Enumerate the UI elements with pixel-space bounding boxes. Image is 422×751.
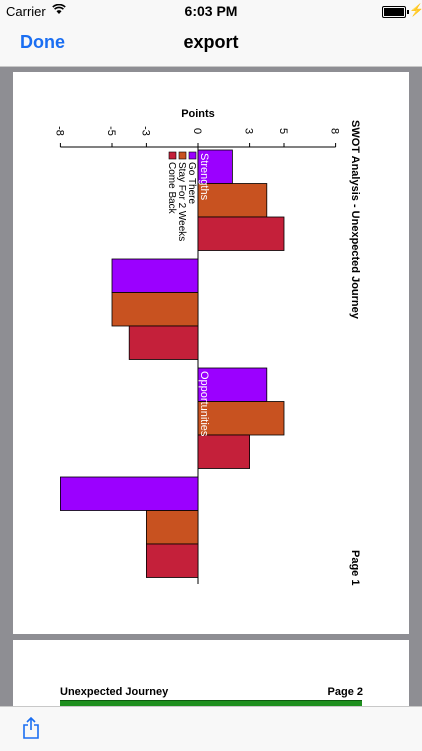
carrier-label: Carrier	[6, 4, 46, 19]
tick-label: -5	[105, 126, 117, 136]
page2-number-label: Page 2	[327, 686, 363, 698]
battery-icon	[382, 6, 409, 18]
charging-icon: ⚡	[409, 3, 422, 17]
page2-header-bar	[60, 700, 362, 711]
legend-swatch	[168, 151, 177, 160]
tick-label: 0	[191, 128, 203, 134]
share-icon[interactable]	[22, 717, 40, 739]
legend-swatch	[188, 151, 197, 160]
category-label: Strengths	[198, 153, 210, 201]
chart-bar	[60, 476, 199, 511]
chart-bar	[197, 434, 250, 469]
chart-bar	[111, 258, 199, 293]
legend-entry: Go There	[186, 162, 197, 204]
tick-label: 3	[243, 128, 255, 134]
status-bar: Carrier 6:03 PM ⚡	[0, 0, 422, 22]
category-label: Weaknesses	[198, 262, 210, 325]
chart-title: SWOT Analysis - Unexpected Journey	[349, 120, 361, 320]
legend-entry: Come Back	[166, 162, 177, 215]
legend-entry: Stay For 2 Weeks	[176, 162, 187, 241]
axis-title: Points	[181, 108, 215, 120]
chart-bar	[145, 543, 199, 578]
chart-bar	[197, 216, 285, 251]
wifi-icon	[52, 4, 66, 14]
legend-swatch	[178, 151, 187, 160]
chart-bar	[197, 149, 233, 184]
tick-label: 8	[329, 128, 341, 134]
export-page-2: Unexpected Journey Page 2	[13, 640, 409, 711]
export-page-1: SWOT Analysis - Unexpected Journey Page …	[13, 72, 409, 634]
page-number-label: Page 1	[349, 550, 361, 585]
category-label: Threats	[198, 480, 210, 518]
tick-label: -3	[139, 126, 151, 136]
chart-bar	[197, 183, 268, 218]
tick-label: 5	[277, 128, 289, 134]
chart-bar	[145, 510, 199, 545]
category-label: Opportunities	[198, 371, 210, 437]
swot-chart: SWOT Analysis - Unexpected Journey Page …	[53, 108, 361, 585]
nav-title: export	[183, 32, 239, 52]
chart-bar	[197, 401, 285, 436]
tick-label: -8	[53, 126, 65, 136]
chart-bar	[197, 367, 268, 402]
navigation-bar: Done export	[0, 22, 422, 67]
chart-bar	[128, 325, 199, 360]
clock: 6:03 PM	[184, 3, 238, 19]
done-button[interactable]: Done	[20, 32, 65, 52]
page2-title: Unexpected Journey	[60, 686, 169, 698]
chart-bar	[111, 292, 199, 327]
bottom-toolbar	[0, 706, 422, 751]
